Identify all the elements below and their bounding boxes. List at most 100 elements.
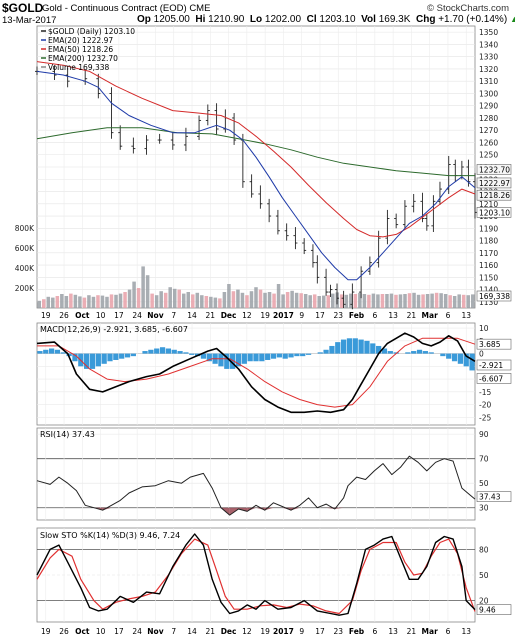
volume-bar [132, 281, 136, 308]
volume-bar [425, 294, 430, 308]
rsi-tick-label: 70 [479, 455, 489, 464]
macd-histogram-bar [469, 353, 475, 371]
volume-bar [73, 294, 78, 308]
volume-bar [64, 296, 69, 308]
macd-line [36, 332, 476, 414]
x-axis-label-bottom: 17 [114, 627, 124, 636]
price-tick-label: 1160 [479, 261, 498, 270]
volume-bar [181, 293, 186, 308]
price-tick-label: 1150 [479, 273, 498, 282]
macd-histogram-bar [84, 353, 90, 369]
price-tick-label: 1170 [479, 249, 498, 258]
x-axis-label-top: 23 [333, 311, 343, 320]
volume-bar [263, 292, 267, 308]
stochastic-tick-label: 80 [479, 545, 489, 554]
macd-histogram-bar [48, 348, 55, 354]
price-tag: 1203.10 [479, 208, 510, 217]
volume-bar [267, 292, 272, 308]
macd-signal-tag-box [476, 338, 512, 350]
volume-bar [249, 291, 254, 308]
vol-value: 169.3K [378, 14, 411, 25]
x-axis-label-bottom: 6 [446, 627, 451, 636]
macd-panel-frame [36, 322, 476, 426]
macd-histogram-bar [95, 353, 101, 367]
macd-histogram-bar [294, 353, 300, 357]
x-axis-label-bottom: 6 [372, 627, 377, 636]
price-tick-label: 1320 [479, 65, 498, 74]
macd-histogram-bar [247, 353, 253, 362]
credit: © StockCharts.com [427, 3, 509, 14]
macd-histogram-bar [376, 345, 382, 354]
volume-bar [290, 290, 294, 308]
price-tick-label: 1310 [479, 77, 498, 86]
macd-tick-label: 0 [479, 350, 484, 359]
rsi-oversold-fill [247, 507, 256, 512]
symbol-title: $GOLD [2, 1, 44, 15]
volume-bar [46, 296, 51, 308]
volume-bar [344, 294, 349, 308]
x-axis-label-top: 21 [206, 311, 216, 320]
macd-histogram-bar [463, 353, 469, 367]
macd-hist-tag: -6.607 [479, 374, 503, 383]
date: 13-Mar-2017 [2, 15, 57, 26]
macd-histogram-bar [329, 345, 335, 354]
volume-bar [412, 292, 416, 308]
op-label: Op [137, 14, 151, 25]
volume-bar [439, 293, 443, 308]
stochastic-d-line [36, 538, 476, 615]
price-tick-label: 1260 [479, 138, 498, 147]
volume-bar [457, 294, 461, 308]
ema20-line [36, 70, 476, 281]
x-axis-label-bottom: 23 [333, 627, 343, 636]
macd-histogram-bar [124, 353, 131, 358]
lo-value: 1202.00 [264, 14, 302, 25]
legend-ema50: EMA(50) 1218.26 [48, 45, 113, 54]
volume-tick-label: 400K [15, 264, 35, 273]
volume-bar [209, 296, 213, 308]
macd-histogram-bar [416, 349, 423, 354]
price-tick-label: 1140 [479, 286, 498, 295]
volume-bar [87, 295, 91, 308]
exchange: CME [189, 3, 211, 14]
stochastic-tick-label: 50 [479, 571, 489, 580]
vol-label: Vol [361, 14, 376, 25]
macd-signal-line [37, 337, 476, 408]
volume-bar [150, 293, 154, 308]
price-tag: 1218.26 [479, 191, 510, 200]
lo-label: Lo [249, 14, 263, 25]
volume-bar [272, 293, 276, 308]
x-axis-label-bottom: Feb [349, 627, 365, 636]
macd-hist-tag-box [476, 373, 512, 384]
volume-bar [91, 296, 96, 308]
volume-bar [60, 294, 64, 308]
volume-bar [258, 289, 263, 308]
x-axis-label-bottom: 14 [187, 627, 197, 636]
volume-bar [349, 293, 353, 308]
hi-value: 1210.90 [208, 14, 245, 25]
macd-histogram-bar [364, 340, 370, 354]
volume-bar [168, 287, 172, 308]
price-tick-label: 1180 [479, 237, 498, 246]
volume-bar [127, 289, 132, 308]
volume-bar [141, 266, 145, 308]
macd-histogram-bar [177, 351, 183, 354]
price-tick-label: 1330 [479, 53, 498, 62]
x-axis-label-bottom: 13 [388, 627, 398, 636]
x-axis-label-bottom: 9 [299, 627, 304, 636]
x-axis-label-bottom: 13 [461, 627, 471, 636]
volume-bar [421, 294, 425, 308]
stochastic-legend: Slow STO %K(14) %D(3) 9.46, 7.24 [40, 531, 180, 540]
macd-histogram-bar [381, 348, 388, 354]
macd-histogram-bar [288, 353, 294, 358]
volume-bar [376, 294, 380, 308]
cl-label: Cl [306, 14, 317, 25]
volume-bar [195, 292, 200, 308]
volume-bar [105, 296, 109, 308]
macd-histogram-bar [200, 353, 207, 359]
chg-value: +1.70 (+0.14%) [438, 14, 508, 25]
volume-bar [461, 294, 466, 308]
rsi-legend: RSI(14) 37.43 [40, 430, 95, 439]
volume-bar [37, 300, 42, 308]
x-axis-label-bottom: Mar [422, 627, 439, 636]
macd-histogram-bar [89, 353, 96, 369]
